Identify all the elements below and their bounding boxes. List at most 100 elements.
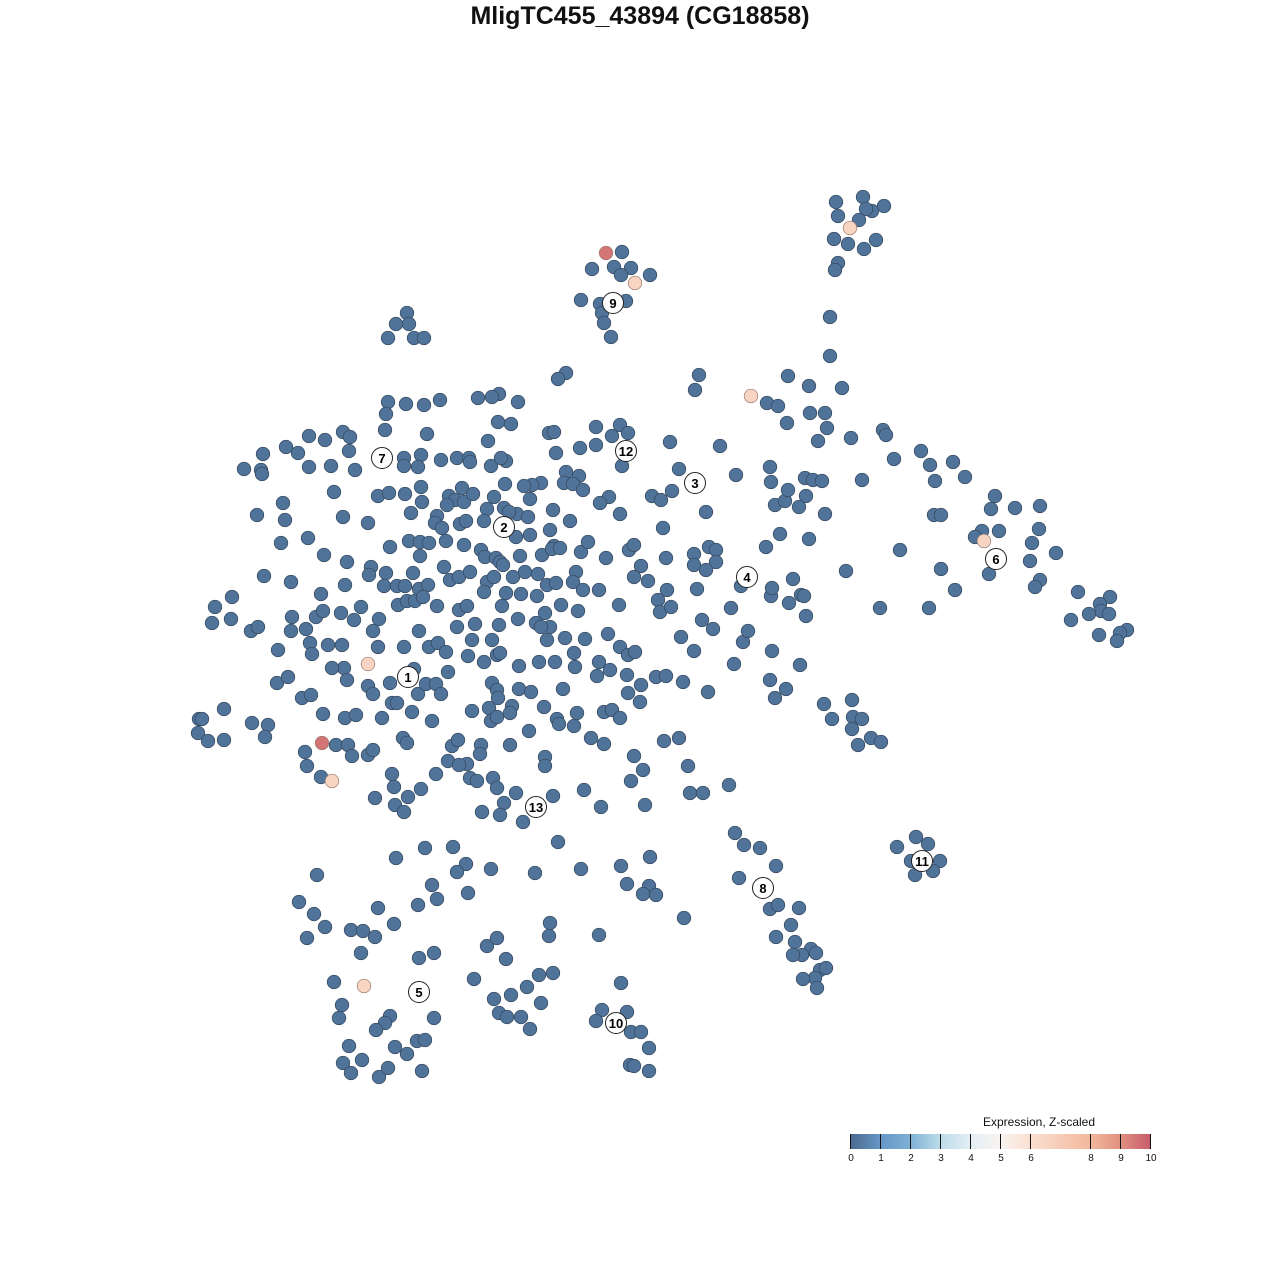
data-point [947,582,963,598]
data-point [603,329,619,345]
cluster-label-6: 6 [985,548,1007,570]
data-point [291,894,307,910]
data-point [397,486,413,502]
data-point [604,428,620,444]
cluster-label-badge [911,850,933,872]
data-point [522,527,538,543]
data-point [260,717,276,733]
data-point [550,834,566,850]
data-point [736,837,752,853]
data-point [324,660,340,676]
data-point [496,795,512,811]
data-point [343,1065,359,1081]
data-point [1024,535,1040,551]
data-point [449,619,465,635]
data-point [494,598,510,614]
data-point [791,900,807,916]
data-point [464,703,480,719]
data-point [876,198,892,214]
data-point [633,1024,649,1040]
data-point [539,632,555,648]
data-point [367,929,383,945]
data-point [476,513,492,529]
data-point [479,938,495,954]
data-point [530,566,546,582]
data-point [626,569,642,585]
data-point [545,502,561,518]
data-point [462,454,478,470]
data-point [1063,612,1079,628]
cluster-label-badge [605,1012,627,1034]
chart-title: MligTC455_43894 (CG18858) [470,2,810,30]
cluster-label-text: 3 [691,476,698,491]
data-point [458,513,474,529]
data-point [712,438,728,454]
data-point [588,419,604,435]
data-point [542,915,558,931]
data-point [727,825,743,841]
data-point [557,630,573,646]
data-point [414,494,430,510]
data-point [694,612,710,628]
data-point [411,950,427,966]
data-point [588,437,604,453]
data-point [339,554,355,570]
data-point [499,1009,515,1025]
data-point [810,433,826,449]
cluster-label-4: 4 [736,566,758,588]
data-point [438,533,454,549]
data-point [824,711,840,727]
data-point [460,648,476,664]
data-point [365,686,381,702]
data-point [200,733,216,749]
data-point [838,563,854,579]
data-point [781,595,797,611]
data-point [440,664,456,680]
data-point [317,432,333,448]
data-point [317,919,333,935]
data-point [380,1060,396,1076]
data-point [484,632,500,648]
cluster-label-badge [397,666,419,688]
data-point [752,840,768,856]
data-point [548,445,564,461]
legend-tick [850,1134,851,1149]
data-point [377,422,393,438]
data-point [573,292,589,308]
data-point [486,489,502,505]
data-point [413,781,429,797]
data-point [429,598,445,614]
data-point [611,597,627,613]
data-point [822,348,838,364]
data-point [844,721,860,737]
data-point [1022,553,1038,569]
data-point [419,426,435,442]
data-point [872,600,888,616]
data-point [489,930,505,946]
data-point [378,565,394,581]
data-point [400,789,416,805]
data-point [671,461,687,477]
data-point [542,522,558,538]
data-point [420,577,436,593]
legend-tick-label: 10 [1145,1153,1157,1164]
data-point [301,428,317,444]
data-point [531,967,547,983]
data-point [548,575,564,591]
data-point [945,454,961,470]
data-point [384,766,400,782]
data-point [426,945,442,961]
data-point [354,1052,370,1068]
data-point [551,716,567,732]
data-point [619,667,635,683]
data-point [987,488,1003,504]
data-point [921,600,937,616]
data-point [371,611,387,627]
data-point [389,695,405,711]
data-point [620,425,636,441]
data-point [662,434,678,450]
data-point [728,467,744,483]
data-point [635,886,651,902]
data-point [577,631,593,647]
data-point [593,799,609,815]
